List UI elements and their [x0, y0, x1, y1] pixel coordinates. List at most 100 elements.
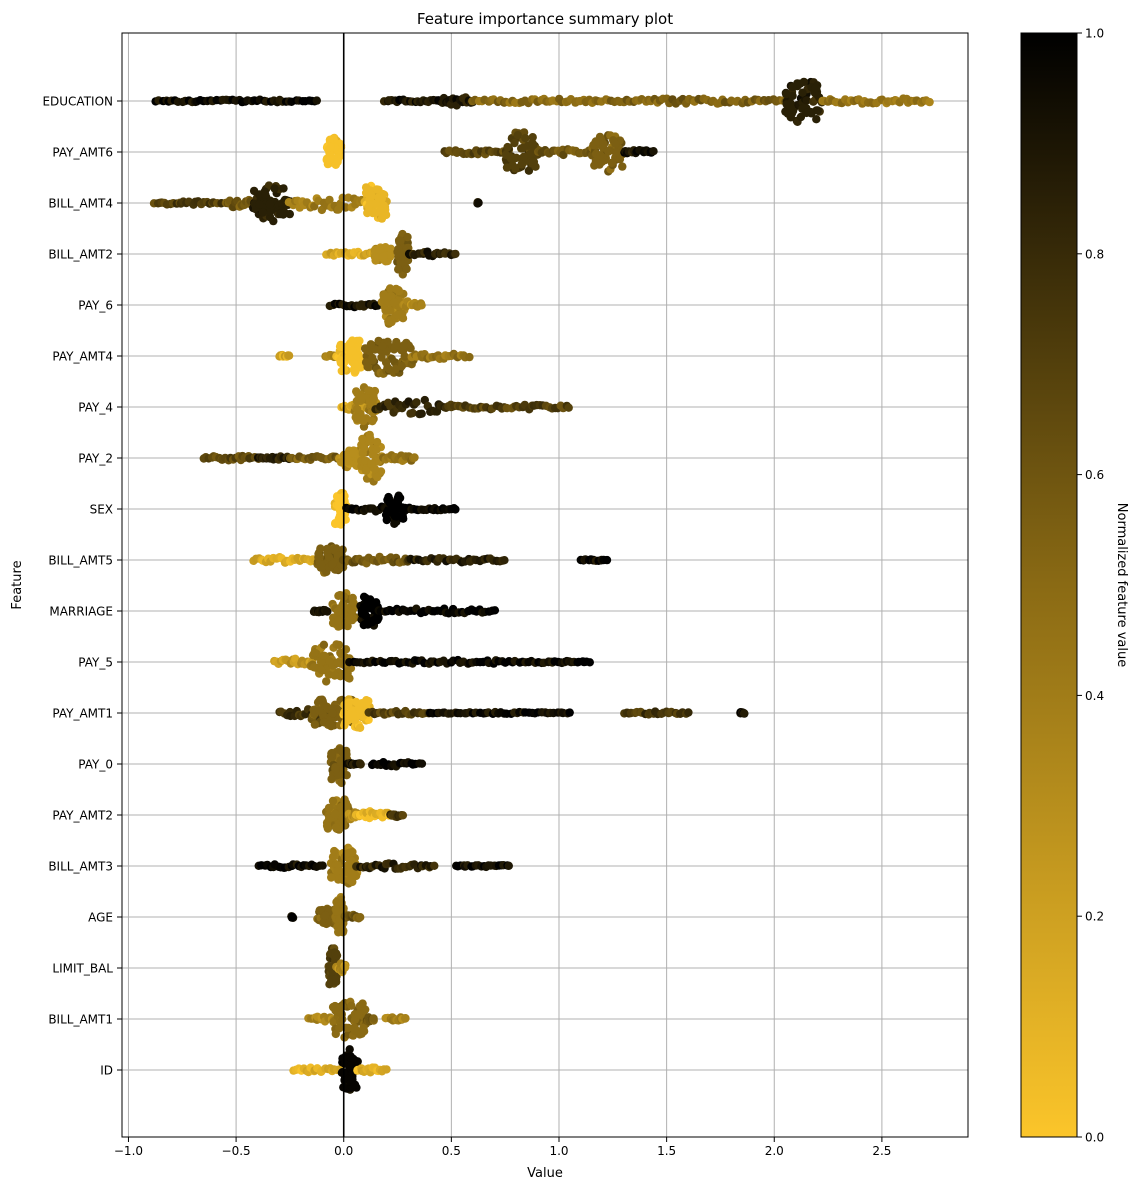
- point: [356, 913, 365, 922]
- point: [330, 809, 340, 819]
- point: [799, 77, 809, 87]
- y-tick-label: PAY_AMT6: [52, 146, 113, 160]
- x-tick-label: 0.0: [334, 1144, 353, 1158]
- point: [337, 366, 346, 376]
- point: [382, 1065, 391, 1074]
- point: [324, 803, 334, 813]
- point: [328, 709, 337, 718]
- point: [331, 764, 340, 774]
- point: [316, 560, 326, 569]
- feature-points-bill-amt3: [254, 843, 513, 888]
- colorbar-tick-label: 0.8: [1085, 247, 1104, 261]
- x-tick-label: 2.5: [872, 1144, 891, 1158]
- x-tick-label: 1.5: [657, 1144, 676, 1158]
- point: [319, 651, 328, 660]
- point: [363, 208, 372, 218]
- point: [350, 1024, 360, 1033]
- point: [417, 759, 427, 768]
- point: [788, 91, 797, 101]
- point: [925, 97, 934, 107]
- point: [347, 606, 357, 615]
- y-tick-label: PAY_0: [78, 758, 113, 772]
- colorbar-axis: 0.0 0.2 0.4 0.6 0.8 1.0: [1077, 27, 1104, 1145]
- point: [430, 861, 439, 870]
- point: [378, 342, 387, 351]
- point: [333, 607, 342, 616]
- point: [585, 658, 594, 667]
- point: [372, 445, 381, 454]
- feature-points-pay-amt4: [275, 336, 474, 378]
- x-tick-label: 0.5: [442, 1144, 461, 1158]
- point: [590, 161, 599, 170]
- point: [370, 386, 380, 396]
- point: [331, 823, 341, 832]
- point: [349, 712, 358, 721]
- point: [280, 208, 290, 218]
- point: [330, 1001, 340, 1011]
- point: [327, 774, 336, 784]
- point: [277, 199, 287, 208]
- point: [360, 608, 369, 617]
- colorbar-tick-label: 0.4: [1085, 689, 1104, 703]
- point: [401, 1014, 410, 1023]
- point: [328, 852, 338, 862]
- point: [249, 186, 259, 196]
- x-tick-label: 2.0: [765, 1144, 784, 1158]
- point: [811, 83, 821, 93]
- point: [349, 449, 358, 458]
- point: [261, 190, 270, 199]
- point: [322, 677, 331, 686]
- point: [382, 515, 391, 525]
- y-axis: EDUCATION PAY_AMT6 BILL_AMT4 BILL_AMT2 PAY_6…: [42, 95, 122, 1078]
- point: [342, 771, 351, 780]
- point: [338, 458, 347, 467]
- point: [284, 351, 294, 360]
- point: [417, 409, 426, 418]
- point: [345, 1045, 354, 1054]
- point: [649, 147, 658, 156]
- x-tick-label: 1.0: [549, 1144, 568, 1158]
- point: [403, 232, 412, 242]
- point: [782, 89, 791, 99]
- point: [615, 155, 625, 164]
- point: [333, 157, 342, 167]
- point: [391, 364, 400, 374]
- y-tick-label: PAY_5: [78, 656, 113, 670]
- point: [372, 185, 381, 194]
- point: [349, 598, 358, 608]
- point: [381, 306, 390, 315]
- point: [521, 134, 530, 143]
- point: [386, 244, 396, 253]
- point: [326, 142, 335, 152]
- point: [364, 617, 374, 626]
- point: [490, 606, 500, 615]
- plot-frame: [121, 32, 969, 1138]
- point: [354, 342, 363, 352]
- feature-points-pay-amt6: [322, 128, 658, 176]
- point: [410, 453, 419, 462]
- point: [329, 545, 339, 554]
- y-tick-label: BILL_AMT4: [48, 197, 113, 211]
- point: [465, 352, 474, 362]
- point: [367, 459, 376, 468]
- point: [321, 911, 330, 920]
- point: [684, 708, 693, 717]
- point: [265, 200, 275, 209]
- y-tick-label: BILL_AMT5: [48, 554, 113, 568]
- point: [368, 353, 377, 362]
- point: [412, 398, 421, 407]
- point: [351, 367, 360, 376]
- point: [320, 701, 329, 710]
- point: [596, 151, 605, 160]
- point: [812, 115, 821, 124]
- point: [255, 200, 264, 209]
- point: [334, 640, 344, 650]
- point: [340, 750, 350, 759]
- y-tick-label: BILL_AMT2: [48, 248, 113, 262]
- y-tick-label: BILL_AMT3: [48, 860, 113, 874]
- point: [408, 408, 417, 418]
- point: [564, 403, 573, 412]
- point: [340, 963, 350, 972]
- point: [372, 437, 382, 447]
